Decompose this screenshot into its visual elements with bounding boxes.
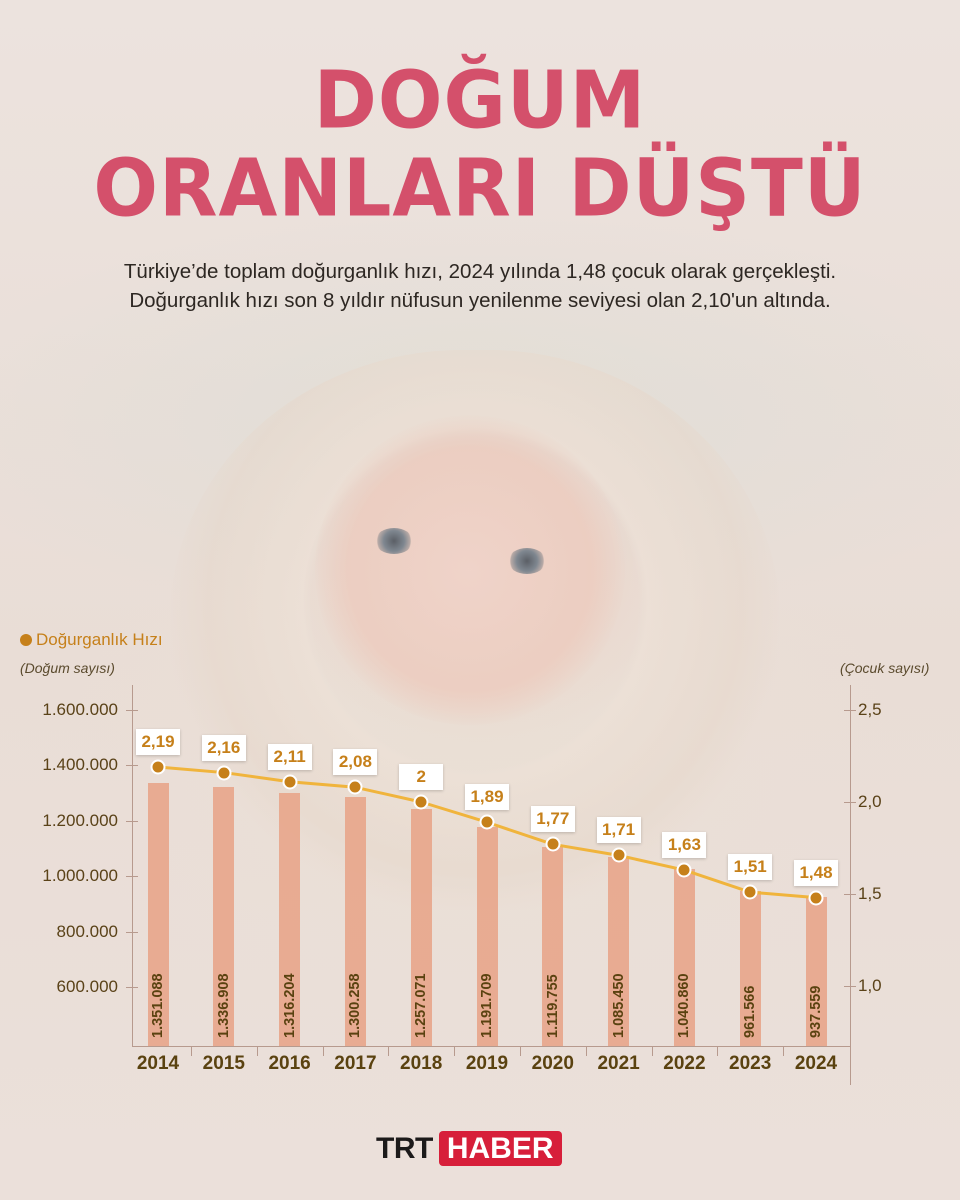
- bar-births-2021: 1.085.450: [608, 856, 630, 1046]
- trt-haber-logo: TRT HABER: [376, 1131, 562, 1166]
- baby-eye-left: [375, 528, 413, 554]
- data-point: [347, 779, 363, 795]
- left-tick-label: 600.000: [56, 977, 118, 996]
- page-title-line1: DOĞUM: [313, 52, 647, 147]
- bar-births-2015: 1.336.908: [213, 786, 235, 1046]
- x-tick-label: 2017: [334, 1053, 377, 1074]
- chart-legend: Doğurganlık Hızı: [20, 630, 163, 650]
- data-point: [676, 862, 692, 878]
- x-tick-label: 2018: [400, 1053, 443, 1074]
- x-separator: [585, 1046, 587, 1056]
- x-separator: [454, 1046, 456, 1056]
- x-separator: [717, 1046, 719, 1056]
- right-tick-mark: [844, 986, 856, 987]
- rate-value-box: 1,63: [662, 832, 707, 859]
- right-tick-label: 1,5: [858, 884, 882, 903]
- x-separator: [519, 1046, 521, 1056]
- left-axis-title: (Doğum sayısı): [20, 660, 115, 676]
- rate-value-box: 2,08: [333, 749, 378, 776]
- bar-births-2024: 937.559: [805, 897, 827, 1046]
- baby-face-shape: [315, 415, 625, 725]
- bar-births-2018: 1.257.071: [410, 808, 432, 1046]
- x-tick-label: 2015: [202, 1053, 245, 1074]
- x-tick-label: 2021: [597, 1053, 640, 1074]
- bar-births-2019: 1.191.709: [476, 827, 498, 1046]
- logo-haber: HABER: [438, 1131, 562, 1166]
- data-point: [808, 890, 824, 906]
- data-point: [742, 884, 758, 900]
- x-tick-label: 2023: [729, 1053, 772, 1074]
- left-tick-mark: [126, 931, 138, 933]
- left-tick-label: 1.400.000: [42, 755, 118, 775]
- left-tick-label: 1.600.000: [42, 700, 118, 719]
- right-tick-mark: [844, 710, 856, 711]
- rate-value-box: 1,48: [794, 859, 838, 886]
- right-axis-title: (Çocuk sayısı): [840, 660, 930, 676]
- dot-icon: [20, 634, 32, 646]
- data-point: [545, 836, 561, 852]
- left-tick-mark: [126, 987, 138, 988]
- subtitle: Türkiye’de toplam doğurganlık hızı, 2024…: [123, 260, 837, 312]
- left-tick-mark: [126, 820, 138, 822]
- x-separator: [322, 1046, 324, 1056]
- x-axis-line: [132, 1046, 850, 1047]
- rate-value-box: 2: [399, 764, 444, 790]
- data-point: [413, 794, 429, 810]
- left-tick-label: 1.200.000: [42, 810, 118, 830]
- left-tick-mark: [126, 710, 138, 711]
- x-tick-label: 2019: [465, 1053, 509, 1074]
- data-point: [479, 814, 495, 830]
- right-tick-label: 1,0: [858, 976, 882, 995]
- bar-births-2022: 1.040.860: [673, 868, 695, 1046]
- rate-value-box: 1,51: [728, 854, 773, 881]
- data-point: [216, 765, 232, 781]
- bar-births-2016: 1.316.204: [279, 792, 301, 1046]
- right-tick-mark: [844, 802, 856, 803]
- legend-label: Doğurganlık Hızı: [36, 630, 163, 649]
- bar-births-2023: 961.566: [739, 890, 761, 1046]
- bar-births-2020: 1.119.755: [542, 847, 564, 1046]
- rate-value-box: 1,89: [465, 784, 509, 811]
- page-title-line2: ORANLARI DÜŞTÜ: [93, 140, 867, 235]
- rate-value-box: 2,11: [267, 743, 312, 770]
- left-tick-mark: [126, 876, 138, 878]
- logo-trt: TRT: [376, 1131, 433, 1165]
- data-point: [282, 774, 298, 790]
- x-tick-label: 2024: [794, 1053, 838, 1074]
- left-tick-label: 800.000: [56, 921, 118, 941]
- bar-births-2017: 1.300.258: [344, 797, 366, 1046]
- bar-births-2014: 1.351.088: [147, 782, 169, 1046]
- x-separator: [190, 1046, 192, 1056]
- x-separator: [256, 1046, 258, 1056]
- right-tick-label: 2,0: [858, 792, 882, 811]
- x-tick-label: 2016: [268, 1053, 311, 1074]
- x-tick-label: 2014: [136, 1053, 180, 1074]
- x-tick-label: 2022: [663, 1053, 706, 1074]
- rate-value-box: 2,16: [201, 734, 246, 761]
- x-separator: [783, 1046, 785, 1056]
- rate-value-box: 1,77: [530, 806, 575, 833]
- left-tick-label: 1.000.000: [42, 866, 118, 886]
- left-tick-mark: [126, 765, 138, 767]
- right-tick-label: 2,5: [858, 700, 882, 719]
- data-point: [611, 847, 627, 863]
- left-axis-line: [132, 685, 133, 1047]
- rate-value-box: 1,71: [596, 817, 641, 844]
- x-tick-label: 2020: [531, 1053, 574, 1074]
- x-separator: [388, 1046, 390, 1056]
- x-separator: [651, 1046, 653, 1056]
- rate-value-box: 2,19: [136, 729, 180, 756]
- right-tick-mark: [844, 894, 856, 895]
- data-point: [150, 759, 166, 775]
- right-axis-line: [850, 685, 851, 1085]
- baby-eye-right: [508, 548, 546, 574]
